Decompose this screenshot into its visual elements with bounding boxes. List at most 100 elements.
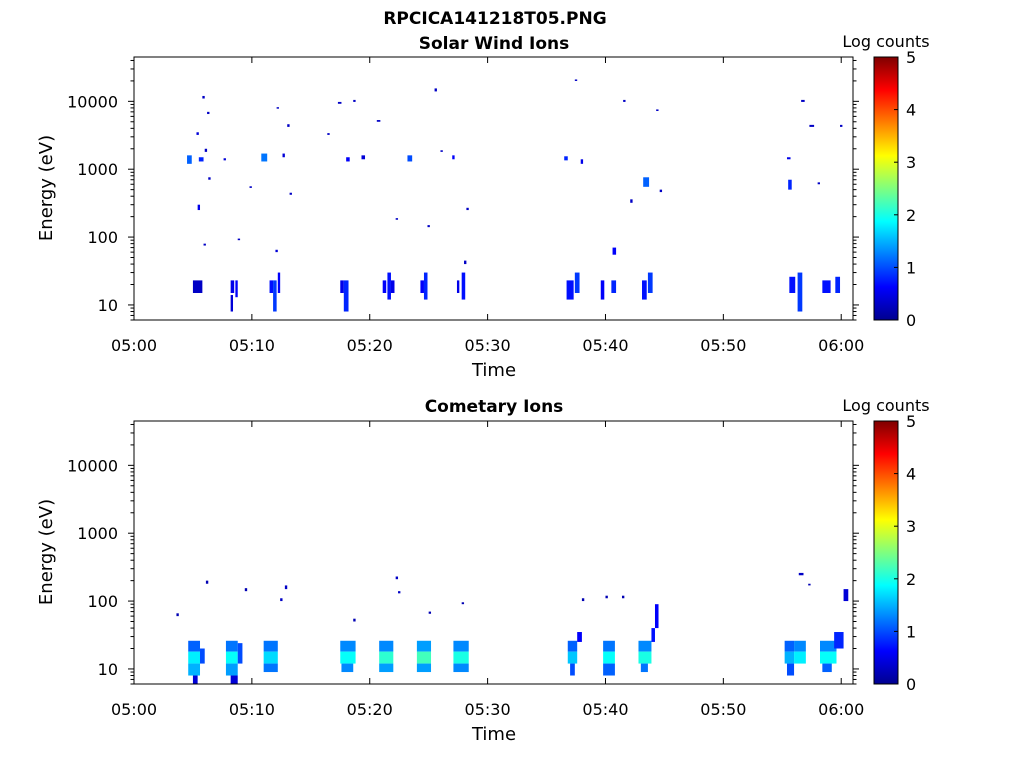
heatmap-cell [640,663,648,673]
y-tick-label: 10 [98,660,118,679]
x-tick-label: 05:00 [111,336,157,355]
heatmap-cell [361,155,366,160]
heatmap-cell [798,572,804,576]
panel-title: Cometary Ions [425,397,564,417]
heatmap-cell [638,640,652,652]
colorbar-tick-label: 2 [906,206,916,225]
heatmap-cell [198,157,204,162]
panel-solar-wind: Solar Wind Ions 05:00 05:10 05:20 05:30 05:4… [36,32,930,381]
colorbar-tick-label: 2 [906,570,916,589]
heatmap-cell [817,182,820,185]
panel-title: Solar Wind Ions [419,34,570,54]
heatmap-cell [600,280,605,300]
colorbar-tick-label: 3 [906,517,916,536]
x-tick-label: 05:30 [465,336,511,355]
heatmap-cell [225,663,238,676]
heatmap-cell [280,598,283,602]
heatmap-cell [225,640,238,652]
heatmap-cell [643,177,650,187]
heatmap-cell [453,640,469,652]
heatmap-cell [382,280,387,293]
heatmap-cell [188,663,201,676]
heatmap-cell [461,602,465,605]
heatmap-cell [801,99,805,102]
heatmap-cell [192,280,203,293]
heatmap-cells [176,572,849,684]
heatmap-cell [261,153,268,162]
colorbar: Log counts 0 1 2 3 4 5 [842,32,929,330]
heatmap-cell [398,591,401,594]
heatmap-cell [223,158,226,161]
heatmap-cell [273,280,277,312]
heatmap-cell [353,618,356,622]
y-tick-label: 1000 [77,524,118,543]
heatmap-cell [340,640,356,652]
heatmap-cell [564,156,568,161]
heatmap-cell [621,595,625,599]
heatmap-cell [277,272,281,293]
heatmap-cell [376,120,381,122]
colorbar-tick-label: 4 [906,101,916,120]
y-tick-label: 100 [87,228,118,247]
heatmap-cell [420,280,424,293]
heatmap-cell [202,95,205,99]
heatmap-cell [453,651,469,664]
y-ticks: 10 100 1000 10000 [67,59,859,321]
heatmap-cell [230,280,235,293]
x-tick-label: 05:20 [347,336,393,355]
heatmap-cell [208,177,211,180]
heatmap-cell [464,260,467,265]
heatmap-cell [407,155,413,162]
colorbar-tick-label: 1 [906,622,916,641]
heatmap-cell [176,613,179,617]
heatmap-cell [416,651,432,664]
heatmap-cell [395,218,399,220]
heatmap-cell [566,280,574,300]
heatmap-cell [249,186,252,188]
colorbar-tick-label: 0 [906,675,916,694]
x-tick-label: 05:30 [465,700,511,719]
heatmap-cell [603,663,615,676]
heatmap-cell [379,651,394,664]
heatmap-cell [192,675,198,684]
heatmap-cell [200,648,205,664]
x-tick-label: 05:50 [700,336,746,355]
heatmap-cell [225,651,238,664]
heatmap-cell [343,280,349,312]
x-tick-label: 06:00 [818,700,864,719]
heatmap-cell [188,651,201,664]
heatmap-cell [786,663,795,676]
heatmap-cell [379,663,394,673]
heatmap-cell [205,580,209,584]
heatmap-cell [263,663,278,673]
x-tick-label: 05:40 [582,336,628,355]
x-tick-label: 05:20 [347,700,393,719]
heatmap-cell [808,583,811,586]
heatmap-cell [820,640,837,652]
heatmap-cell [416,640,432,652]
heatmap-cell [466,207,469,211]
heatmap-cell [574,272,580,293]
heatmap-cell [794,651,806,664]
heatmap-cell [276,107,279,109]
heatmap-cell [230,675,238,684]
heatmap-cell [567,640,578,652]
colorbar-tick-label: 5 [906,412,916,431]
colorbar-title: Log counts [842,396,929,415]
panel-cometary: Cometary Ions 05:00 05:10 05:20 05:30 05:40 0… [36,396,930,745]
heatmap-cell [390,280,395,293]
x-tick-label: 05:50 [700,700,746,719]
heatmap-cell [230,295,234,312]
heatmap-cell [188,640,201,652]
heatmap-cell [387,272,391,300]
x-ticks: 05:00 05:10 05:20 05:30 05:40 05:50 06:00 [111,57,864,355]
x-tick-label: 05:10 [229,336,275,355]
heatmap-cell [577,632,582,642]
heatmap-cell [638,651,652,664]
heatmap-cell [416,663,432,673]
x-tick-label: 05:00 [111,700,157,719]
heatmap-cell [843,589,849,602]
heatmap-cell [244,588,248,592]
colorbar: Log counts 0 1 2 3 4 5 [842,396,929,694]
x-tick-label: 05:10 [229,700,275,719]
